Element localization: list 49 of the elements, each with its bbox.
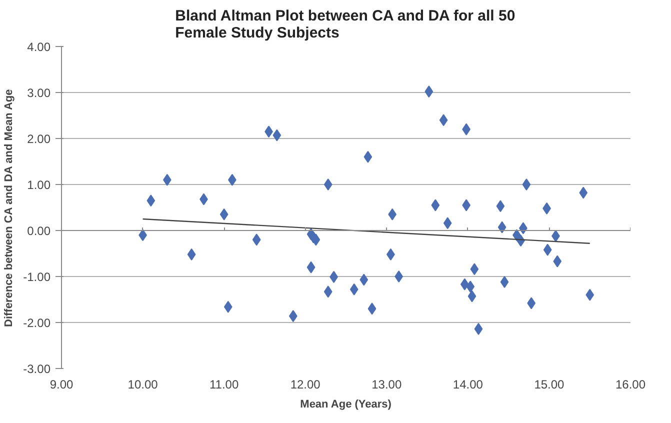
point [579, 186, 588, 199]
x-tick-label: 13.00 [372, 378, 402, 392]
x-tick-label: 15.00 [534, 378, 565, 392]
x-tick-label: 9.00 [50, 378, 74, 392]
point [522, 178, 531, 190]
point [394, 270, 403, 282]
y-tick-label: 1.00 [27, 178, 51, 192]
point [586, 288, 594, 301]
point [500, 276, 509, 288]
x-tick-label: 12.00 [290, 378, 321, 392]
point [368, 302, 376, 315]
point [468, 290, 476, 302]
point [306, 261, 316, 274]
y-tick-label: -1.00 [23, 270, 51, 284]
point [350, 283, 358, 296]
point [498, 221, 506, 234]
y-tick-label: 0.00 [27, 224, 51, 238]
point [553, 255, 562, 268]
point [146, 194, 156, 207]
point [496, 200, 505, 212]
y-axis-title: Difference between CA and DA and Mean Age [3, 89, 16, 327]
x-axis-title: Mean Age (Years) [300, 398, 392, 410]
y-tick-label: 4.00 [27, 40, 51, 54]
x-tick-label: 16.00 [615, 378, 646, 392]
x-tick-label: 10.00 [128, 378, 158, 392]
point [272, 129, 282, 142]
point [364, 150, 372, 163]
y-tick-label: 3.00 [27, 86, 51, 100]
chart-title: Bland Altman Plot between CA and DA for all 50 Female Study Subjects [175, 8, 516, 42]
y-tick-label: 2.00 [27, 132, 51, 146]
point [324, 286, 332, 298]
point [431, 199, 440, 212]
point [252, 234, 261, 246]
x-tick-label: 14.00 [452, 378, 484, 392]
point [220, 208, 228, 220]
point [360, 274, 368, 286]
point [224, 300, 232, 313]
point [443, 217, 452, 230]
point [187, 248, 196, 260]
point [470, 263, 479, 276]
point [439, 114, 448, 126]
point [324, 178, 332, 190]
y-tick-label: -2.00 [23, 316, 51, 330]
y-tick-label: -3.00 [23, 362, 51, 376]
point [466, 280, 475, 293]
point [474, 322, 483, 335]
point [543, 244, 552, 256]
x-tick-label: 11.00 [210, 378, 239, 392]
point [424, 86, 434, 98]
